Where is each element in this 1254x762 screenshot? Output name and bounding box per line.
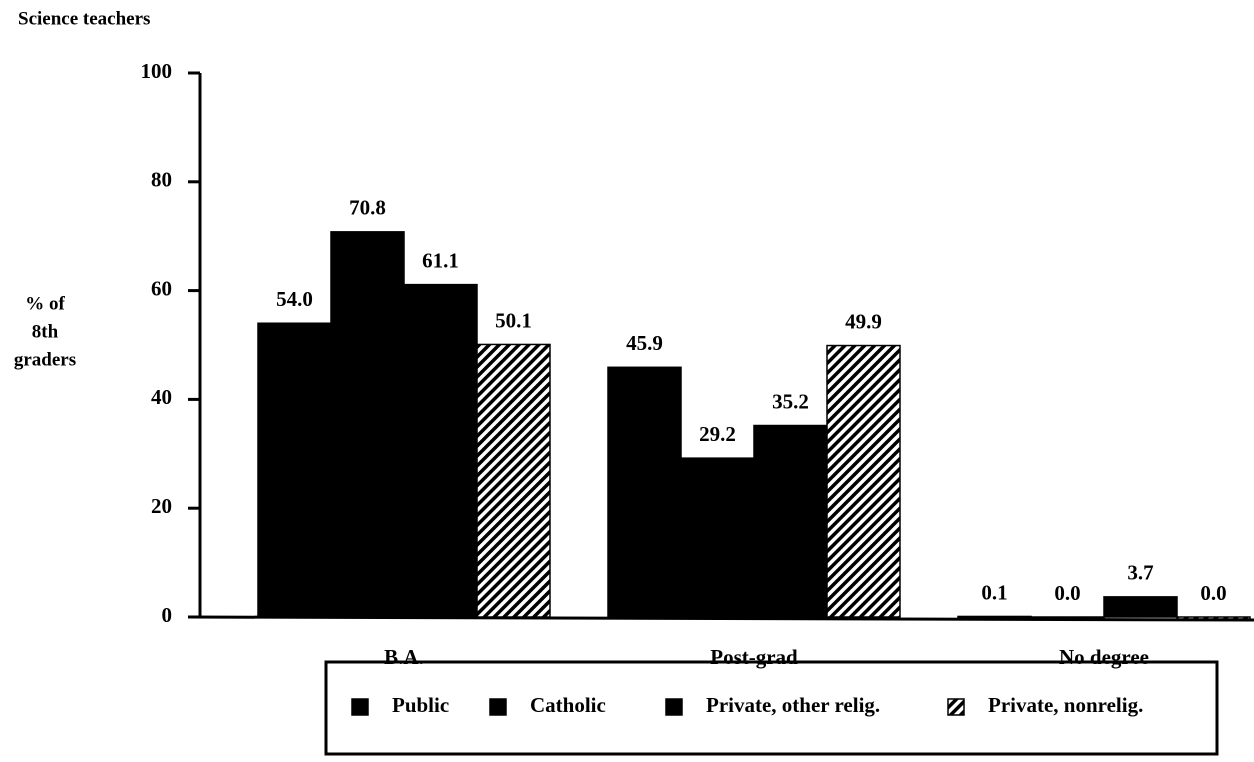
value-label: 45.9 xyxy=(626,331,663,355)
bar xyxy=(1030,616,1105,620)
legend-swatch xyxy=(665,698,683,716)
y-tick-label: 60 xyxy=(151,276,172,300)
legend-label: Private, other relig. xyxy=(706,693,880,717)
y-tick-label: 0 xyxy=(162,603,173,627)
value-label: 50.1 xyxy=(495,308,532,332)
y-tick-label: 40 xyxy=(151,385,172,409)
value-label: 49.9 xyxy=(845,309,882,333)
value-label: 0.0 xyxy=(1200,581,1226,605)
bar xyxy=(753,424,828,618)
value-label: 35.2 xyxy=(772,389,809,413)
legend-label: Catholic xyxy=(530,693,606,717)
value-label: 29.2 xyxy=(699,422,736,446)
bar xyxy=(403,283,478,618)
bar xyxy=(257,322,332,618)
bar xyxy=(330,231,405,618)
y-tick-label: 80 xyxy=(151,168,172,192)
legend-label: Public xyxy=(392,693,449,717)
legend-box xyxy=(324,660,1219,756)
bar xyxy=(607,366,682,618)
y-axis-label: 8th xyxy=(32,321,59,342)
value-label: 70.8 xyxy=(349,196,386,220)
chart-title: Science teachers xyxy=(18,8,150,29)
bar xyxy=(957,615,1032,620)
bar xyxy=(1103,596,1178,618)
y-axis-label: graders xyxy=(14,349,76,370)
bar xyxy=(680,457,755,618)
x-tick-label: B.A. xyxy=(384,645,424,669)
legend-swatch xyxy=(489,698,507,716)
y-tick-label: 20 xyxy=(151,494,172,518)
value-label: 61.1 xyxy=(422,248,459,272)
y-axis-label: % of xyxy=(25,293,65,314)
x-tick-label: No degree xyxy=(1059,645,1149,669)
legend-swatch xyxy=(351,698,369,716)
value-label: 0.1 xyxy=(981,580,1007,604)
value-label: 54.0 xyxy=(276,287,313,311)
y-tick-label: 100 xyxy=(141,59,173,83)
bar xyxy=(826,344,901,618)
bar xyxy=(1176,616,1251,620)
bar xyxy=(476,343,551,618)
value-label: 0.0 xyxy=(1054,581,1080,605)
legend-label: Private, nonrelig. xyxy=(988,693,1143,717)
x-tick-label: Post-grad xyxy=(710,645,798,669)
legend-swatch xyxy=(947,698,965,716)
value-label: 3.7 xyxy=(1127,561,1153,585)
